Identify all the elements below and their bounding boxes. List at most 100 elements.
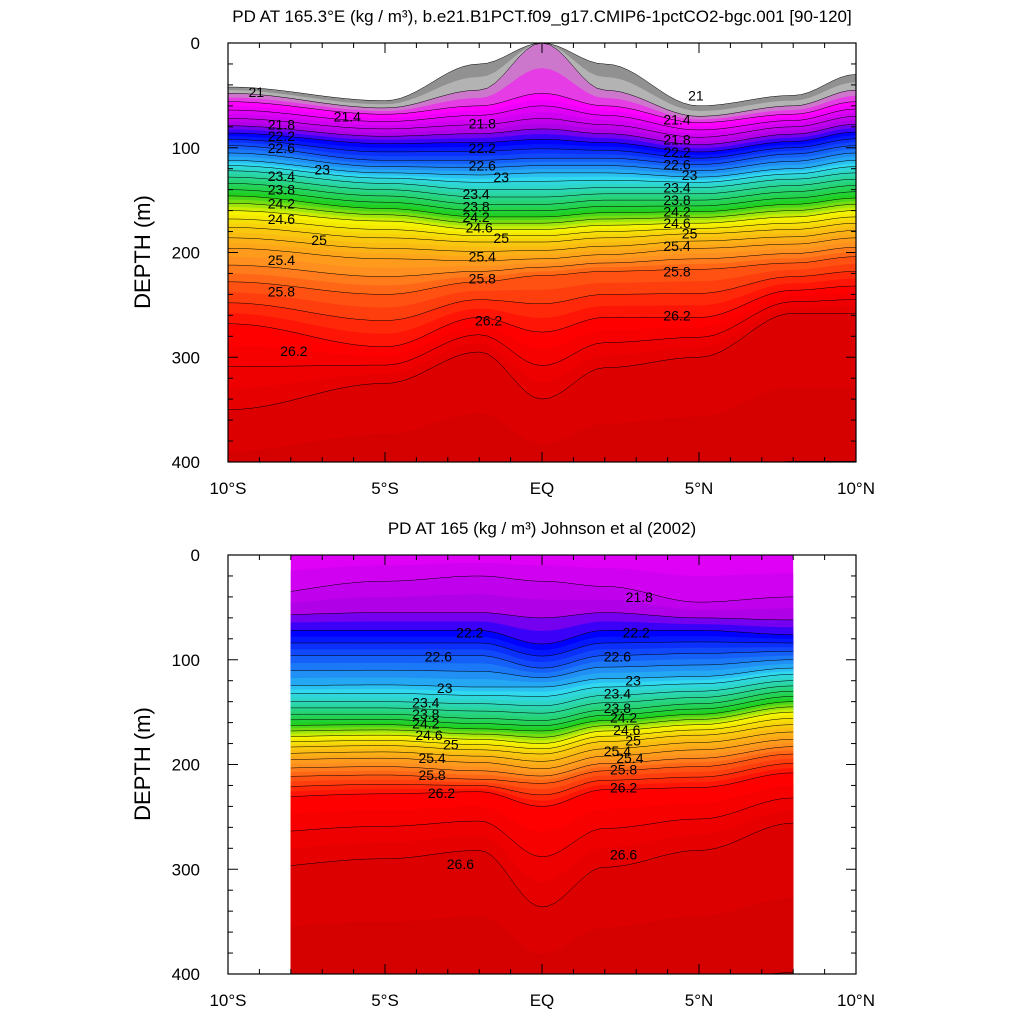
- isopycnal-line: [228, 271, 856, 321]
- isopycnal-line: [228, 183, 856, 205]
- contour-label: 23.4: [462, 186, 489, 202]
- isopycnal-line: [290, 575, 794, 603]
- contour-label: 21.8: [469, 116, 496, 132]
- contour-label: 21.8: [663, 131, 690, 147]
- isopycnal-line: [290, 674, 794, 697]
- panel-title: PD AT 165 (kg / m³) Johnson et al (2002): [388, 519, 696, 538]
- y-tick-label: 0: [191, 546, 200, 565]
- contour-label: 23: [437, 680, 453, 696]
- isopycnal-line: [290, 739, 794, 769]
- isopycnal-line: [290, 659, 794, 678]
- density-fill: [228, 43, 856, 462]
- isopycnal-lines: [290, 575, 794, 974]
- x-tick-label: 10°N: [837, 991, 875, 1010]
- y-axis-label: DEPTH (m): [130, 195, 155, 309]
- contour-label: 25: [625, 732, 641, 748]
- isopycnal-line: [290, 641, 794, 657]
- contour-label: 22.6: [663, 157, 690, 173]
- contour-labels: 2121.421.822.222.62323.423.824.224.62525…: [249, 84, 704, 359]
- contour-label: 26.6: [610, 847, 637, 863]
- isopycnal-line: [290, 696, 794, 726]
- contour-label: 23.8: [268, 182, 295, 198]
- contour-label: 26.6: [447, 856, 474, 872]
- contour-label: 22.6: [604, 649, 631, 665]
- isopycnal-line: [228, 203, 856, 224]
- density-fill: [290, 555, 794, 974]
- isopycnal-line: [290, 706, 794, 738]
- contour-label: 22.6: [268, 140, 295, 156]
- contour-label: 24.2: [610, 709, 637, 725]
- isopycnal-line: [290, 822, 794, 908]
- isopycnal-line: [228, 189, 856, 211]
- isopycnal-line: [228, 116, 856, 138]
- contour-label: 21: [688, 87, 704, 103]
- y-tick-label: 0: [191, 34, 200, 53]
- contour-label: 24.2: [412, 716, 439, 732]
- contour-label: 24.6: [415, 727, 442, 743]
- contour-label: 23.8: [663, 192, 690, 208]
- y-tick-label: 200: [172, 244, 200, 263]
- contour-label: 26.2: [428, 785, 455, 801]
- x-tick-label: 5°S: [371, 479, 399, 498]
- isopycnal-line: [290, 685, 794, 714]
- x-tick-label: EQ: [530, 479, 555, 498]
- contour-label: 26.2: [610, 780, 637, 796]
- x-tick-label: 10°N: [837, 479, 875, 498]
- isopycnal-line: [290, 772, 794, 807]
- contour-label: 25.4: [663, 238, 690, 254]
- isopycnal-line: [290, 701, 794, 732]
- isopycnal-line: [290, 690, 794, 721]
- contour-label: 25.4: [469, 249, 496, 265]
- isopycnal-line: [228, 152, 856, 172]
- isopycnal-line: [228, 195, 856, 218]
- isopycnal-line: [290, 753, 794, 784]
- x-tick-label: 10°S: [209, 479, 246, 498]
- isopycnal-line: [228, 123, 856, 145]
- contour-label: 21: [249, 84, 265, 100]
- contour-label: 25.8: [610, 762, 637, 778]
- y-tick-label: 300: [172, 860, 200, 879]
- isopycnal-line: [290, 711, 794, 744]
- isopycnal-line: [228, 160, 856, 178]
- contour-label: 23: [625, 673, 641, 689]
- contour-label: 23.8: [462, 198, 489, 214]
- isopycnal-line: [228, 131, 856, 153]
- x-tick-label: 5°N: [685, 991, 714, 1010]
- contour-label: 22.2: [623, 625, 650, 641]
- isopycnal-line: [228, 230, 856, 252]
- density-band: [228, 387, 856, 462]
- contour-label: 26.2: [475, 313, 502, 329]
- contour-label: 23.4: [663, 180, 690, 196]
- contour-labels: 21.822.222.62323.423.824.224.62525.425.8…: [412, 589, 653, 872]
- isopycnal-line: [228, 256, 856, 295]
- y-tick-label: 100: [172, 651, 200, 670]
- contour-label: 21.4: [663, 112, 690, 128]
- contour-label: 24.6: [613, 722, 640, 738]
- contour-label: 24.6: [268, 211, 295, 227]
- contour-label: 24.6: [663, 215, 690, 231]
- contour-label: 22.6: [425, 649, 452, 665]
- isopycnal-line: [228, 299, 856, 367]
- contour-label: 25: [682, 226, 698, 242]
- contour-label: 25.8: [663, 263, 690, 279]
- isopycnal-line: [228, 247, 856, 277]
- y-axis-label: DEPTH (m): [130, 707, 155, 821]
- isopycnal-line: [228, 43, 856, 107]
- contour-label: 25.4: [268, 252, 295, 268]
- isopycnal-line: [228, 43, 856, 117]
- contour-label: 26.2: [280, 343, 307, 359]
- isopycnal-line: [290, 731, 794, 762]
- y-tick-label: 400: [172, 965, 200, 984]
- contour-label: 23.4: [268, 168, 295, 184]
- contour-label: 25.4: [604, 743, 631, 759]
- contour-label: 24.6: [466, 219, 493, 235]
- isopycnal-line: [228, 138, 856, 159]
- isopycnal-line: [228, 210, 856, 230]
- isopycnal-line: [228, 170, 856, 190]
- contour-label: 22.2: [456, 625, 483, 641]
- panel-title: PD AT 165.3°E (kg / m³), b.e21.B1PCT.f09…: [232, 7, 851, 26]
- contour-label: 23: [493, 169, 509, 185]
- isopycnal-line: [228, 313, 856, 410]
- contour-label: 23.8: [412, 706, 439, 722]
